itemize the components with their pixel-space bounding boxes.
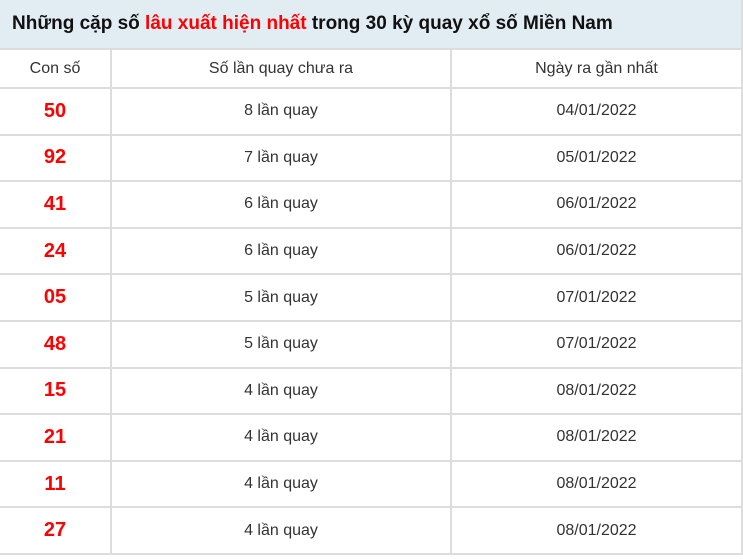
- lottery-number: 92: [0, 133, 112, 183]
- table-row: 48 5 lần quay 07/01/2022: [0, 319, 743, 369]
- last-seen-date: 08/01/2022: [450, 506, 743, 555]
- lottery-number: 05: [0, 273, 112, 322]
- table-row: 50 8 lần quay 04/01/2022: [0, 87, 743, 136]
- draws-missed: 4 lần quay: [110, 366, 452, 416]
- last-seen-date: 05/01/2022: [450, 133, 743, 183]
- last-seen-date: 07/01/2022: [450, 273, 743, 322]
- table-row: 15 4 lần quay 08/01/2022: [0, 366, 743, 416]
- draws-missed: 5 lần quay: [110, 273, 452, 322]
- last-seen-date: 04/01/2022: [450, 87, 743, 136]
- lottery-number: 27: [0, 506, 112, 555]
- column-header-count: Số lần quay chưa ra: [110, 48, 452, 89]
- table-row: 21 4 lần quay 08/01/2022: [0, 413, 743, 462]
- draws-missed: 8 lần quay: [110, 87, 452, 136]
- table-row: 11 4 lần quay 08/01/2022: [0, 459, 743, 509]
- column-header-number: Con số: [0, 48, 112, 89]
- title-highlight: lâu xuất hiện nhất: [145, 13, 307, 34]
- stats-table: Con số Số lần quay chưa ra Ngày ra gần n…: [0, 48, 743, 555]
- last-seen-date: 06/01/2022: [450, 180, 743, 229]
- title-suffix: trong 30 kỳ quay xổ số Miền Nam: [306, 13, 613, 34]
- lottery-number: 24: [0, 226, 112, 276]
- lottery-number: 15: [0, 366, 112, 416]
- lottery-number: 41: [0, 180, 112, 229]
- draws-missed: 4 lần quay: [110, 413, 452, 462]
- lottery-number: 21: [0, 413, 112, 462]
- column-header-date: Ngày ra gần nhất: [450, 48, 743, 89]
- draws-missed: 6 lần quay: [110, 180, 452, 229]
- draws-missed: 4 lần quay: [110, 506, 452, 555]
- table-row: 41 6 lần quay 06/01/2022: [0, 180, 743, 229]
- table-row: 92 7 lần quay 05/01/2022: [0, 133, 743, 183]
- lottery-number: 48: [0, 319, 112, 369]
- lottery-number: 50: [0, 87, 112, 136]
- last-seen-date: 08/01/2022: [450, 413, 743, 462]
- draws-missed: 6 lần quay: [110, 226, 452, 276]
- last-seen-date: 06/01/2022: [450, 226, 743, 276]
- draws-missed: 5 lần quay: [110, 319, 452, 369]
- table-row: 05 5 lần quay 07/01/2022: [0, 273, 743, 322]
- draws-missed: 7 lần quay: [110, 133, 452, 183]
- lottery-number: 11: [0, 459, 112, 509]
- header-row: Con số Số lần quay chưa ra Ngày ra gần n…: [0, 48, 743, 89]
- title-prefix: Những cặp số: [12, 13, 146, 34]
- last-seen-date: 08/01/2022: [450, 459, 743, 509]
- table-row: 24 6 lần quay 06/01/2022: [0, 226, 743, 276]
- table-title: Những cặp số lâu xuất hiện nhất trong 30…: [0, 0, 743, 48]
- last-seen-date: 08/01/2022: [450, 366, 743, 416]
- table-row: 27 4 lần quay 08/01/2022: [0, 506, 743, 555]
- last-seen-date: 07/01/2022: [450, 319, 743, 369]
- draws-missed: 4 lần quay: [110, 459, 452, 509]
